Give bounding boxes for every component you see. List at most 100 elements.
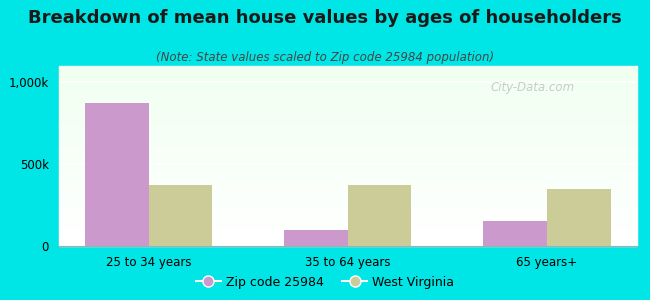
Bar <box>58 120 637 121</box>
Bar <box>58 102 637 103</box>
Bar <box>84 103 149 246</box>
Bar <box>58 160 637 161</box>
Bar <box>58 206 637 207</box>
Bar <box>58 154 637 155</box>
Bar <box>58 123 637 124</box>
Text: Breakdown of mean house values by ages of householders: Breakdown of mean house values by ages o… <box>28 9 622 27</box>
Bar <box>58 104 637 105</box>
Bar <box>58 158 637 159</box>
Bar <box>58 100 637 101</box>
Bar <box>58 72 637 73</box>
Bar <box>58 68 637 69</box>
Bar <box>58 196 637 197</box>
Bar <box>58 134 637 135</box>
Bar <box>58 220 637 221</box>
Bar <box>58 147 637 148</box>
Bar <box>58 232 637 233</box>
Bar <box>58 97 637 98</box>
Bar <box>58 83 637 84</box>
Bar <box>58 198 637 199</box>
Bar <box>58 130 637 131</box>
Bar <box>58 186 637 187</box>
Bar <box>58 183 637 184</box>
Bar <box>58 211 637 212</box>
Bar <box>58 189 637 190</box>
Bar <box>58 81 637 82</box>
Bar <box>58 70 637 71</box>
Bar <box>58 74 637 75</box>
Bar <box>58 139 637 140</box>
Bar <box>58 162 637 163</box>
Bar <box>58 77 637 78</box>
Bar <box>58 234 637 235</box>
Legend: Zip code 25984, West Virginia: Zip code 25984, West Virginia <box>190 271 460 294</box>
Bar <box>58 75 637 76</box>
Bar <box>58 217 637 218</box>
Bar <box>58 112 637 113</box>
Bar <box>58 165 637 166</box>
Bar <box>58 233 637 234</box>
Bar <box>58 172 637 173</box>
Bar <box>58 188 637 189</box>
Bar <box>58 90 637 91</box>
Bar <box>58 153 637 154</box>
Bar <box>58 213 637 214</box>
Text: (Note: State values scaled to Zip code 25984 population): (Note: State values scaled to Zip code 2… <box>156 51 494 64</box>
Bar <box>58 159 637 160</box>
Bar <box>58 228 637 229</box>
Bar <box>58 66 637 67</box>
Bar <box>58 226 637 227</box>
Bar <box>58 216 637 217</box>
Bar <box>58 94 637 95</box>
Bar <box>58 105 637 106</box>
Bar <box>58 87 637 88</box>
Bar <box>58 236 637 237</box>
Bar <box>58 142 637 143</box>
Bar <box>58 168 637 169</box>
Bar <box>58 174 637 175</box>
Bar <box>58 110 637 111</box>
Bar <box>58 169 637 170</box>
Bar <box>58 141 637 142</box>
Bar <box>58 118 637 119</box>
Bar <box>58 106 637 107</box>
Bar <box>58 79 637 80</box>
Bar <box>58 229 637 230</box>
Bar <box>58 177 637 178</box>
Bar <box>58 114 637 115</box>
Bar <box>58 86 637 87</box>
Bar <box>58 241 637 242</box>
Bar <box>58 109 637 110</box>
Bar <box>58 93 637 94</box>
Bar <box>58 231 637 232</box>
Bar <box>58 69 637 70</box>
Bar <box>58 98 637 99</box>
Bar <box>284 230 348 246</box>
Bar <box>58 121 637 122</box>
Bar <box>58 222 637 223</box>
Bar <box>58 96 637 97</box>
Bar <box>58 237 637 238</box>
Bar <box>58 240 637 241</box>
Bar <box>58 143 637 144</box>
Bar <box>58 191 637 192</box>
Bar <box>58 126 637 127</box>
Bar <box>58 136 637 137</box>
Bar <box>58 116 637 117</box>
Bar <box>58 166 637 167</box>
Bar <box>58 137 637 138</box>
Bar <box>547 189 611 246</box>
Bar <box>483 221 547 246</box>
Bar <box>58 67 637 68</box>
Bar <box>58 223 637 224</box>
Bar <box>58 235 637 236</box>
Bar <box>58 214 637 215</box>
Bar <box>58 190 637 191</box>
Bar <box>58 230 637 231</box>
Bar <box>58 128 637 129</box>
Bar <box>58 210 637 211</box>
Bar <box>58 203 637 204</box>
Bar <box>58 80 637 81</box>
Bar <box>58 245 637 246</box>
Bar <box>58 144 637 145</box>
